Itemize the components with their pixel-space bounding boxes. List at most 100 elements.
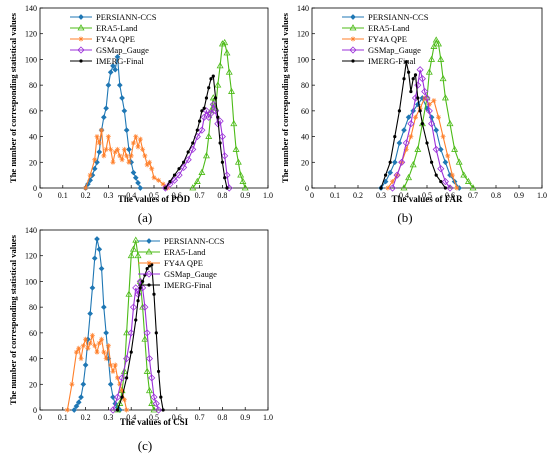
data-point	[150, 263, 154, 267]
data-point	[94, 349, 100, 355]
legend-label: GSMap_Gauge	[164, 269, 217, 279]
data-point	[446, 184, 454, 192]
plot-frame	[39, 229, 269, 411]
data-point	[134, 251, 142, 259]
legend-marker	[77, 24, 85, 31]
data-point	[154, 331, 158, 335]
y-tick-label: 80	[29, 81, 37, 90]
data-point	[124, 153, 130, 159]
legend-marker	[145, 270, 153, 278]
data-point	[446, 119, 454, 127]
panel-label: (b)	[397, 210, 412, 225]
x-tick-label: 0.8	[217, 413, 227, 422]
data-point	[232, 145, 240, 152]
data-point	[195, 128, 199, 132]
legend-label: IMERG-Final	[368, 56, 416, 66]
data-point	[109, 406, 117, 414]
legend-marker	[77, 46, 85, 54]
data-point	[112, 149, 118, 155]
data-point	[165, 185, 171, 191]
data-point	[64, 407, 70, 413]
chart-panel-1: 0 0.1 0.2 0.3 0.4 0.5 0.6 0.7 0.8 0.9 1.0 0 20 40 60 80…	[8, 4, 273, 225]
data-point	[142, 153, 148, 159]
legend-label: FY4A QPE	[96, 34, 135, 44]
data-point	[87, 310, 93, 317]
data-point	[213, 96, 218, 100]
data-point	[113, 393, 122, 401]
data-point	[189, 184, 197, 191]
y-tick-label: 80	[301, 81, 309, 90]
data-point	[125, 376, 129, 380]
data-point	[136, 299, 140, 303]
data-point	[390, 179, 395, 185]
data-point	[209, 77, 213, 81]
data-point	[73, 403, 80, 409]
data-point	[98, 265, 105, 272]
data-point	[123, 355, 131, 363]
data-point	[103, 330, 109, 336]
chart-panel-2: 0 0.1 0.2 0.3 0.4 0.5 0.6 0.7 0.8 0.9 1.0 0 20 40 60 80…	[280, 4, 547, 225]
y-tick-label: 120	[25, 30, 37, 39]
data-point	[115, 408, 120, 412]
data-point	[85, 181, 91, 187]
x-tick-label: 0	[38, 413, 42, 422]
data-point	[211, 74, 215, 78]
data-point	[117, 381, 123, 387]
data-point	[464, 177, 472, 184]
data-point	[241, 184, 249, 191]
data-point	[149, 166, 155, 172]
data-point	[121, 397, 127, 403]
data-point	[107, 381, 114, 388]
data-point	[105, 343, 111, 349]
data-point	[403, 146, 409, 152]
data-point	[91, 255, 98, 262]
data-point	[145, 386, 153, 394]
data-point	[73, 349, 79, 355]
data-point	[223, 49, 231, 56]
data-point	[418, 75, 426, 83]
x-tick-label: 0.3	[103, 413, 113, 422]
data-point	[198, 119, 202, 123]
data-point	[87, 172, 93, 178]
y-tick-label: 0	[33, 184, 37, 193]
series-persiann-ccs	[71, 236, 123, 413]
x-tick-label: 0.9	[240, 191, 250, 200]
y-tick-label: 40	[301, 133, 309, 142]
x-tick-label: 0.4	[399, 191, 409, 200]
data-point	[200, 109, 204, 113]
series-line	[391, 69, 451, 189]
data-point	[436, 114, 441, 120]
data-point	[85, 345, 91, 351]
x-tick-label: 0.3	[103, 191, 113, 200]
x-tick-label: 0.7	[468, 191, 478, 200]
data-point	[411, 77, 415, 81]
data-point	[123, 127, 130, 133]
y-axis-label: The number of corresponding statistical …	[280, 12, 290, 183]
data-point	[105, 134, 111, 140]
y-tick-label: 120	[297, 30, 309, 39]
data-point	[127, 329, 135, 337]
data-point	[198, 168, 206, 175]
data-point	[96, 140, 102, 146]
data-point	[132, 284, 140, 292]
data-point	[103, 105, 109, 112]
data-point	[78, 394, 84, 400]
data-point	[110, 368, 116, 374]
y-tick-label: 140	[25, 226, 37, 235]
legend-label: GSMap_Gauge	[368, 45, 421, 55]
y-tick-label: 60	[301, 107, 309, 116]
data-point	[129, 350, 133, 354]
data-point	[387, 169, 394, 176]
data-point	[175, 171, 183, 179]
data-point	[388, 160, 392, 164]
data-point	[414, 145, 422, 152]
data-point	[116, 399, 124, 406]
data-point	[141, 303, 149, 311]
data-point	[121, 146, 127, 152]
data-point	[432, 36, 440, 43]
data-point	[101, 114, 107, 121]
data-point	[91, 165, 98, 172]
data-point	[154, 406, 163, 414]
data-point	[83, 336, 89, 342]
